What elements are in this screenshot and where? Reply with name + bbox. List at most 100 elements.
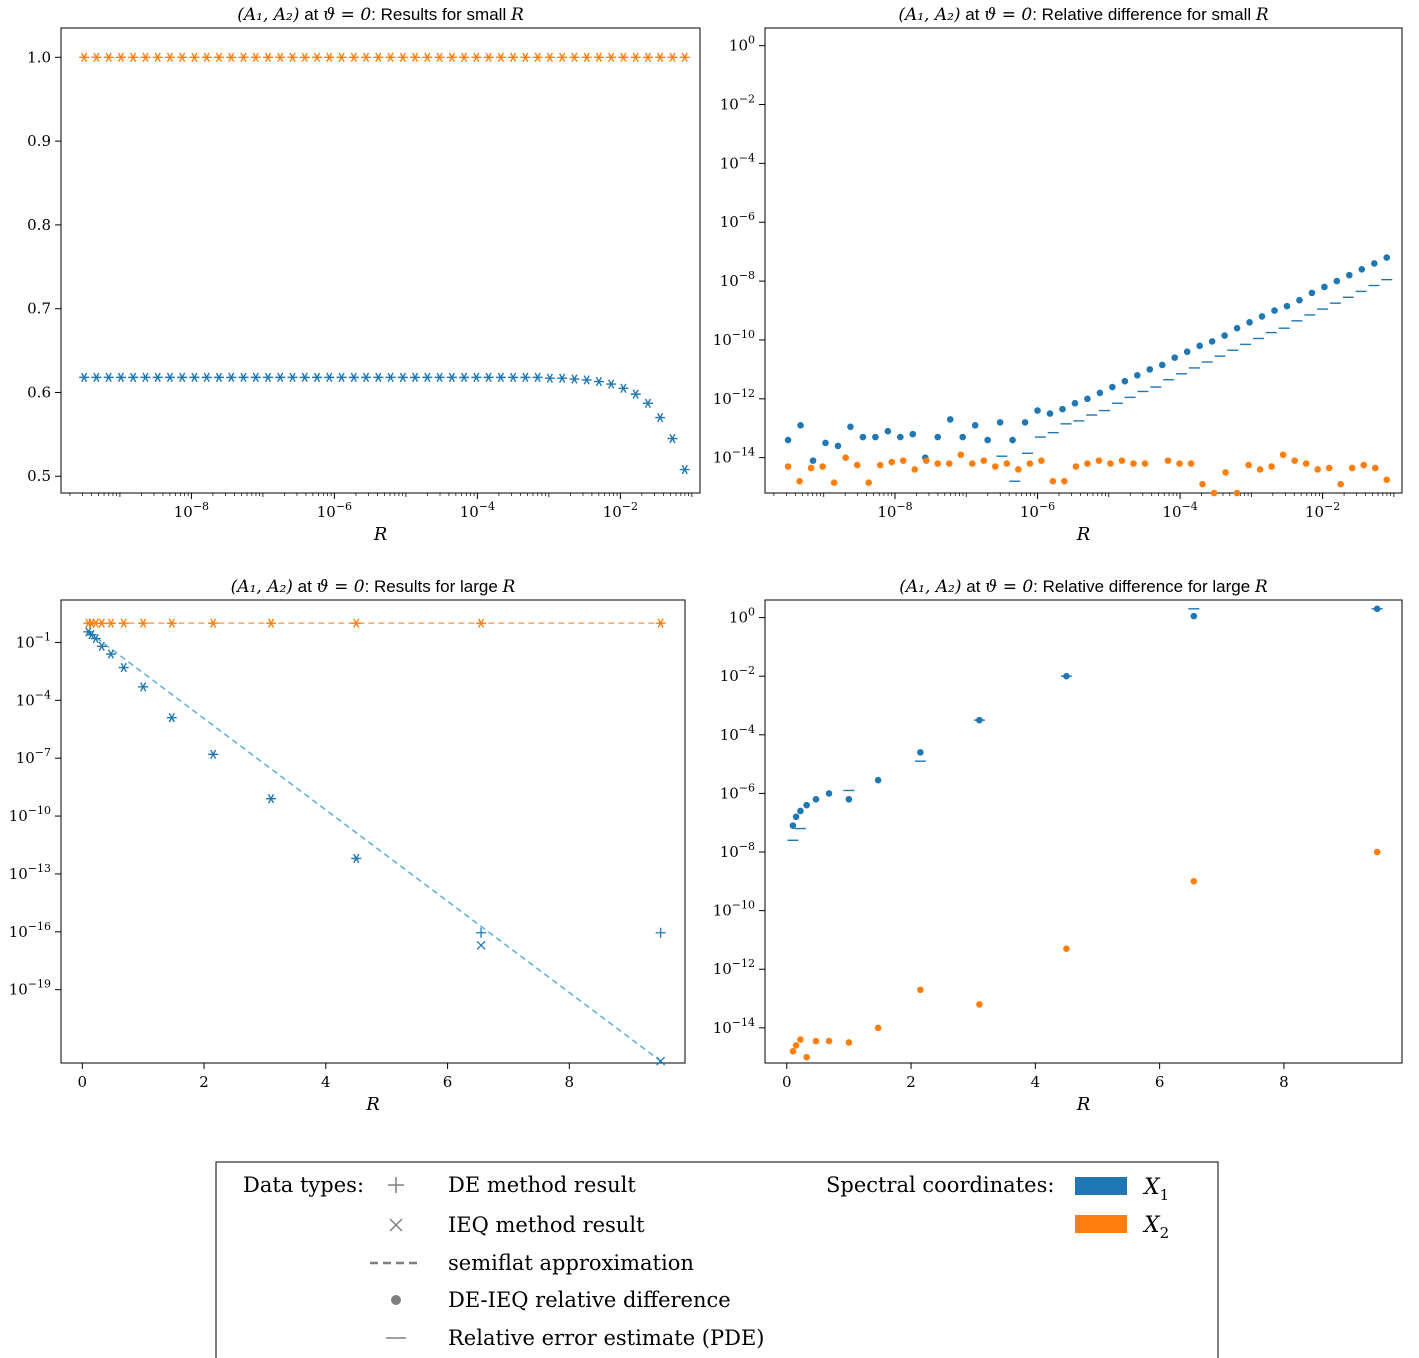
svg-text:10−4: 10−4 xyxy=(720,723,755,744)
data-point xyxy=(655,52,666,63)
data-point xyxy=(1325,464,1333,472)
data-point xyxy=(1141,460,1149,467)
data-point xyxy=(803,801,810,809)
x-tick-label: 10−4 xyxy=(460,500,495,521)
data-point xyxy=(784,436,792,444)
legend-data-types-label: Data types: xyxy=(243,1173,364,1197)
ieq-point xyxy=(476,940,486,950)
data-point xyxy=(934,433,942,441)
x-tick-label: 0 xyxy=(78,1073,88,1091)
data-point xyxy=(830,479,838,486)
chart-title: (A₁, A₂) at ϑ = 0: Relative difference f… xyxy=(899,577,1268,597)
data-point xyxy=(1034,407,1041,414)
data-point xyxy=(812,795,820,803)
data-point xyxy=(581,375,592,385)
y-tick-label: 10−13 xyxy=(9,862,51,883)
data-point xyxy=(888,458,896,466)
data-point xyxy=(508,52,519,63)
chart-large-r-results: (A₁, A₂) at ϑ = 0: Results for large R R 0… xyxy=(9,577,686,1115)
data-point xyxy=(213,372,224,383)
data-point xyxy=(1360,461,1368,469)
data-point xyxy=(115,52,126,63)
data-point xyxy=(177,372,188,383)
data-point xyxy=(397,52,408,63)
data-point xyxy=(471,52,482,63)
svg-text:10−8: 10−8 xyxy=(174,500,209,521)
data-point xyxy=(262,52,273,63)
data-point xyxy=(471,372,482,383)
svg-text:10−19: 10−19 xyxy=(9,978,51,999)
data-point xyxy=(1291,457,1298,464)
data-point xyxy=(152,372,163,383)
data-point xyxy=(434,372,445,383)
data-point xyxy=(984,436,991,444)
data-point xyxy=(1061,477,1068,485)
data-point xyxy=(1321,283,1328,291)
data-point xyxy=(397,372,408,383)
data-point xyxy=(351,618,362,628)
data-point xyxy=(1107,460,1114,467)
data-point xyxy=(86,630,97,640)
svg-text:10−4: 10−4 xyxy=(720,151,755,172)
data-point xyxy=(618,383,629,393)
data-point xyxy=(642,398,653,409)
data-point xyxy=(373,52,384,63)
y-tick-label: 10−12 xyxy=(713,957,755,978)
data-point xyxy=(79,52,90,63)
x-tick-label: 10−8 xyxy=(174,500,209,521)
data-point xyxy=(679,464,690,475)
data-point xyxy=(544,52,555,63)
y-tick-label: 0.6 xyxy=(27,383,51,401)
data-point xyxy=(385,372,396,383)
data-point xyxy=(630,52,641,63)
data-point xyxy=(287,372,298,383)
svg-text:10−8: 10−8 xyxy=(877,500,912,521)
data-point xyxy=(792,813,800,821)
x-tick-label: 10−4 xyxy=(1162,500,1197,521)
data-point xyxy=(138,618,149,628)
data-point xyxy=(351,853,362,864)
legend-item-label: DE-IEQ relative difference xyxy=(448,1288,731,1312)
data-point xyxy=(874,1024,882,1032)
data-point xyxy=(1095,457,1103,464)
data-point xyxy=(140,52,151,63)
data-point xyxy=(557,373,568,383)
svg-text:10−6: 10−6 xyxy=(1020,500,1055,521)
data-point xyxy=(336,372,347,383)
x-tick-label: 10−6 xyxy=(1020,500,1055,521)
data-point xyxy=(1176,460,1183,467)
data-point xyxy=(532,52,543,63)
data-point xyxy=(1233,324,1241,332)
x-axis-label: R xyxy=(1076,1094,1091,1115)
data-point xyxy=(385,52,396,63)
svg-text:100: 100 xyxy=(729,606,755,627)
data-point xyxy=(1333,277,1341,285)
data-point xyxy=(655,618,666,628)
svg-text:10−10: 10−10 xyxy=(9,804,51,825)
data-point xyxy=(1373,848,1381,856)
svg-text:10−1: 10−1 xyxy=(16,630,51,651)
y-tick-label: 10−6 xyxy=(720,210,755,231)
data-point xyxy=(138,682,149,692)
data-point xyxy=(189,52,200,63)
data-point xyxy=(213,52,224,63)
data-point xyxy=(1084,395,1091,403)
data-point xyxy=(1258,313,1266,320)
data-point xyxy=(853,461,861,469)
data-point xyxy=(361,52,372,63)
data-point xyxy=(825,1037,833,1045)
data-point xyxy=(797,807,804,815)
data-point xyxy=(189,372,200,383)
data-point xyxy=(1164,457,1172,464)
semiflat-line-x1 xyxy=(87,631,662,1062)
data-point xyxy=(897,433,904,441)
y-tick-label: 0.8 xyxy=(27,216,51,234)
data-point xyxy=(105,618,116,628)
data-point xyxy=(1279,451,1287,459)
x-tick-label: 6 xyxy=(1155,1073,1165,1091)
svg-text:10−6: 10−6 xyxy=(317,500,352,521)
data-point xyxy=(508,372,519,383)
x-tick-label: 10−8 xyxy=(877,500,912,521)
data-point xyxy=(922,457,930,464)
de-point xyxy=(655,927,666,938)
